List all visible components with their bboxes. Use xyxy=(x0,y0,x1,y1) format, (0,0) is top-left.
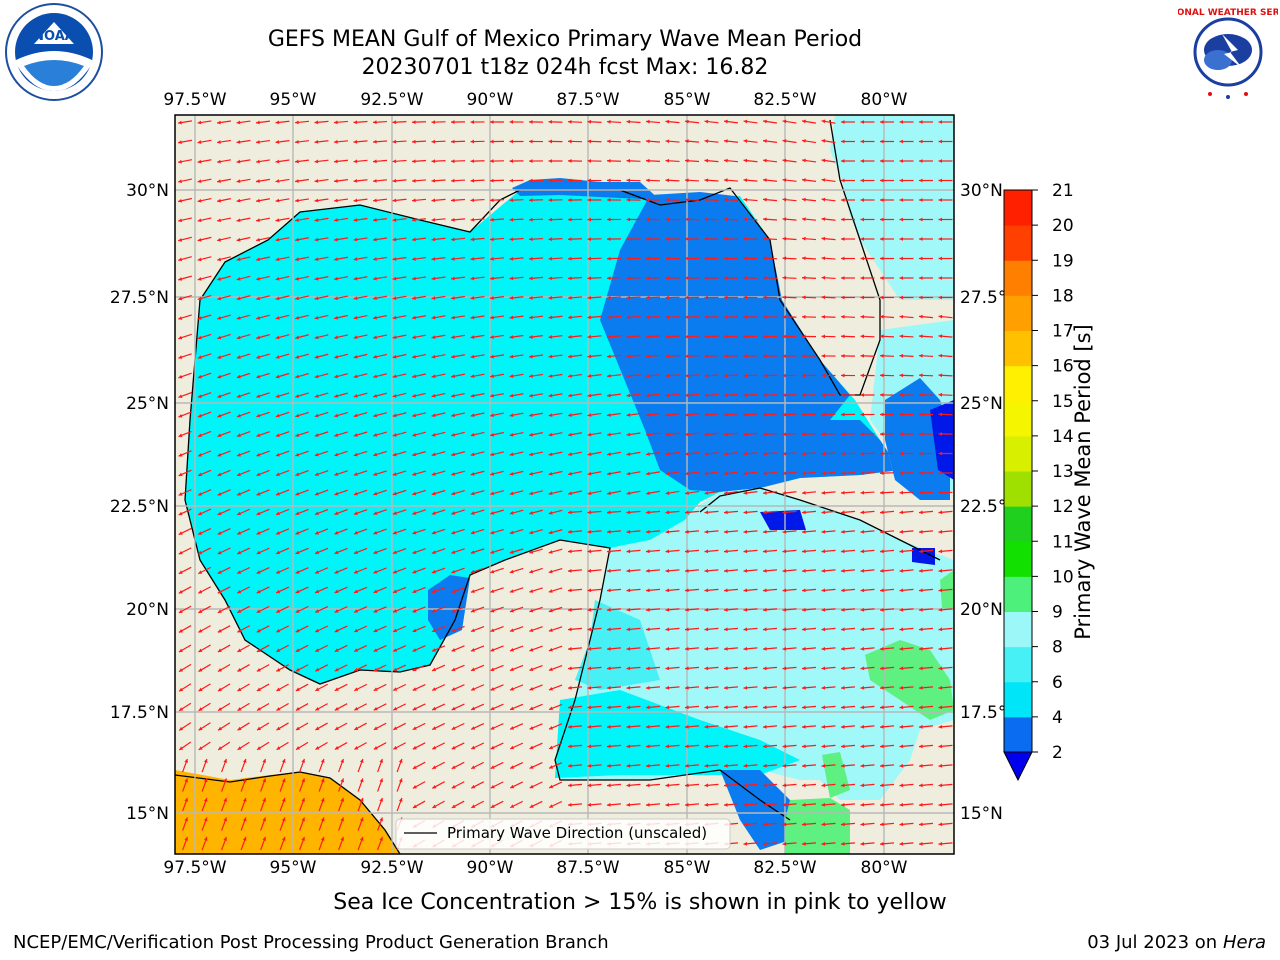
direction-legend: Primary Wave Direction (unscaled) xyxy=(395,818,731,850)
nws-logo-text: NATIONAL WEATHER SERVICE xyxy=(1178,8,1278,18)
colorbar-tick-label: 20 xyxy=(1052,216,1074,236)
colorbar-segment xyxy=(1004,435,1032,472)
pacific-orange-region xyxy=(175,770,400,854)
colorbar-tick-label: 15 xyxy=(1052,392,1074,412)
noaa-logo: NOAA xyxy=(5,3,103,101)
footer-credit: NCEP/EMC/Verification Post Processing Pr… xyxy=(13,932,609,953)
colorbar-segment xyxy=(1004,611,1032,648)
colorbar-tick-label: 17 xyxy=(1052,322,1074,342)
chart-title: GEFS MEAN Gulf of Mexico Primary Wave Me… xyxy=(267,27,863,52)
lon-label-bottom: 95°W xyxy=(270,858,317,878)
colorbar-tick-label: 19 xyxy=(1052,251,1074,271)
colorbar-tick-label: 9 xyxy=(1052,603,1063,623)
lat-label-right: 15°N xyxy=(960,804,1003,824)
chart-subtitle: 20230701 t18z 024h fcst Max: 16.82 xyxy=(361,55,769,80)
colorbar-segment xyxy=(1004,260,1032,296)
wave-direction-arrows xyxy=(177,119,953,851)
lat-label-left: 20°N xyxy=(126,600,169,620)
colorbar-tick-label: 4 xyxy=(1052,708,1063,728)
colorbar-tick-label: 16 xyxy=(1052,357,1074,377)
colorbar-segment xyxy=(1004,646,1032,683)
colorbar-tick-label: 2 xyxy=(1052,743,1063,763)
colorbar-tick-label: 14 xyxy=(1052,427,1074,447)
lat-label-left: 22.5°N xyxy=(110,497,169,517)
colorbar-segment xyxy=(1004,190,1032,226)
colorbar-segment xyxy=(1004,506,1032,542)
lon-label-top: 92.5°W xyxy=(360,90,423,110)
colorbar-tick-label: 12 xyxy=(1052,497,1074,517)
colorbar-tick-label: 18 xyxy=(1052,286,1074,306)
colorbar-tick-label: 6 xyxy=(1052,673,1063,693)
lat-label-right: 30°N xyxy=(960,181,1003,201)
colorbar-segment xyxy=(1004,225,1032,261)
colorbar-tick-label: 11 xyxy=(1052,532,1074,552)
colorbar-segment xyxy=(1004,330,1032,367)
map-frame xyxy=(174,114,955,855)
lon-label-top: 90°W xyxy=(467,90,514,110)
lon-label-top: 82.5°W xyxy=(753,90,816,110)
noaa-logo-text: NOAA xyxy=(33,29,75,44)
lon-label-top: 95°W xyxy=(270,90,317,110)
lat-label-left: 25°N xyxy=(126,394,169,414)
lon-label-top: 80°W xyxy=(861,90,908,110)
green-patch xyxy=(865,640,954,720)
lon-label-top: 85°W xyxy=(664,90,711,110)
lon-label-top: 97.5°W xyxy=(163,90,226,110)
caption: Sea Ice Concentration > 15% is shown in … xyxy=(333,890,947,915)
colorbar-extend-arrow xyxy=(1003,751,1033,782)
lat-label-left: 15°N xyxy=(126,804,169,824)
colorbar-segment xyxy=(1004,681,1032,718)
footer-host: Hera xyxy=(1222,932,1266,953)
colorbar-segment xyxy=(1004,471,1032,507)
colorbar-segment xyxy=(1004,716,1032,753)
lon-label-bottom: 87.5°W xyxy=(556,858,619,878)
footer-date: 03 Jul 2023 on Hera xyxy=(1087,932,1266,953)
colorbar-tick-label: 13 xyxy=(1052,462,1074,482)
nws-logo: NATIONAL WEATHER SERVICE xyxy=(1178,4,1278,100)
colorbar-label: Primary Wave Mean Period [s] xyxy=(1071,324,1095,640)
colorbar-segment xyxy=(1004,400,1032,437)
lon-label-bottom: 85°W xyxy=(664,858,711,878)
colorbar-tick-label: 8 xyxy=(1052,638,1063,658)
colorbar-segment xyxy=(1004,365,1032,402)
lat-label-right: 20°N xyxy=(960,600,1003,620)
colorbar-tick-label: 21 xyxy=(1052,181,1074,201)
colorbar-segment xyxy=(1004,576,1032,612)
lon-label-top: 87.5°W xyxy=(556,90,619,110)
colorbar-segment xyxy=(1004,541,1032,577)
legend-label: Primary Wave Direction (unscaled) xyxy=(447,824,707,842)
lon-label-bottom: 97.5°W xyxy=(163,858,226,878)
colorbar-tick-label: 10 xyxy=(1052,567,1074,587)
lat-label-left: 17.5°N xyxy=(110,703,169,723)
colorbar-segment xyxy=(1004,295,1032,331)
lat-label-left: 30°N xyxy=(126,181,169,201)
lon-label-bottom: 82.5°W xyxy=(753,858,816,878)
gulf-blue-region xyxy=(600,192,900,492)
footer-date-text: 03 Jul 2023 on xyxy=(1087,932,1223,953)
lon-label-bottom: 90°W xyxy=(467,858,514,878)
lat-label-left: 27.5°N xyxy=(110,288,169,308)
lon-label-bottom: 92.5°W xyxy=(360,858,423,878)
lat-label-right: 25°N xyxy=(960,394,1003,414)
colorbar: 2 4 6 8 9 10 11 12 13 14 15 16 17 18 19 20 21 xyxy=(1003,181,1074,782)
lon-label-bottom: 80°W xyxy=(861,858,908,878)
